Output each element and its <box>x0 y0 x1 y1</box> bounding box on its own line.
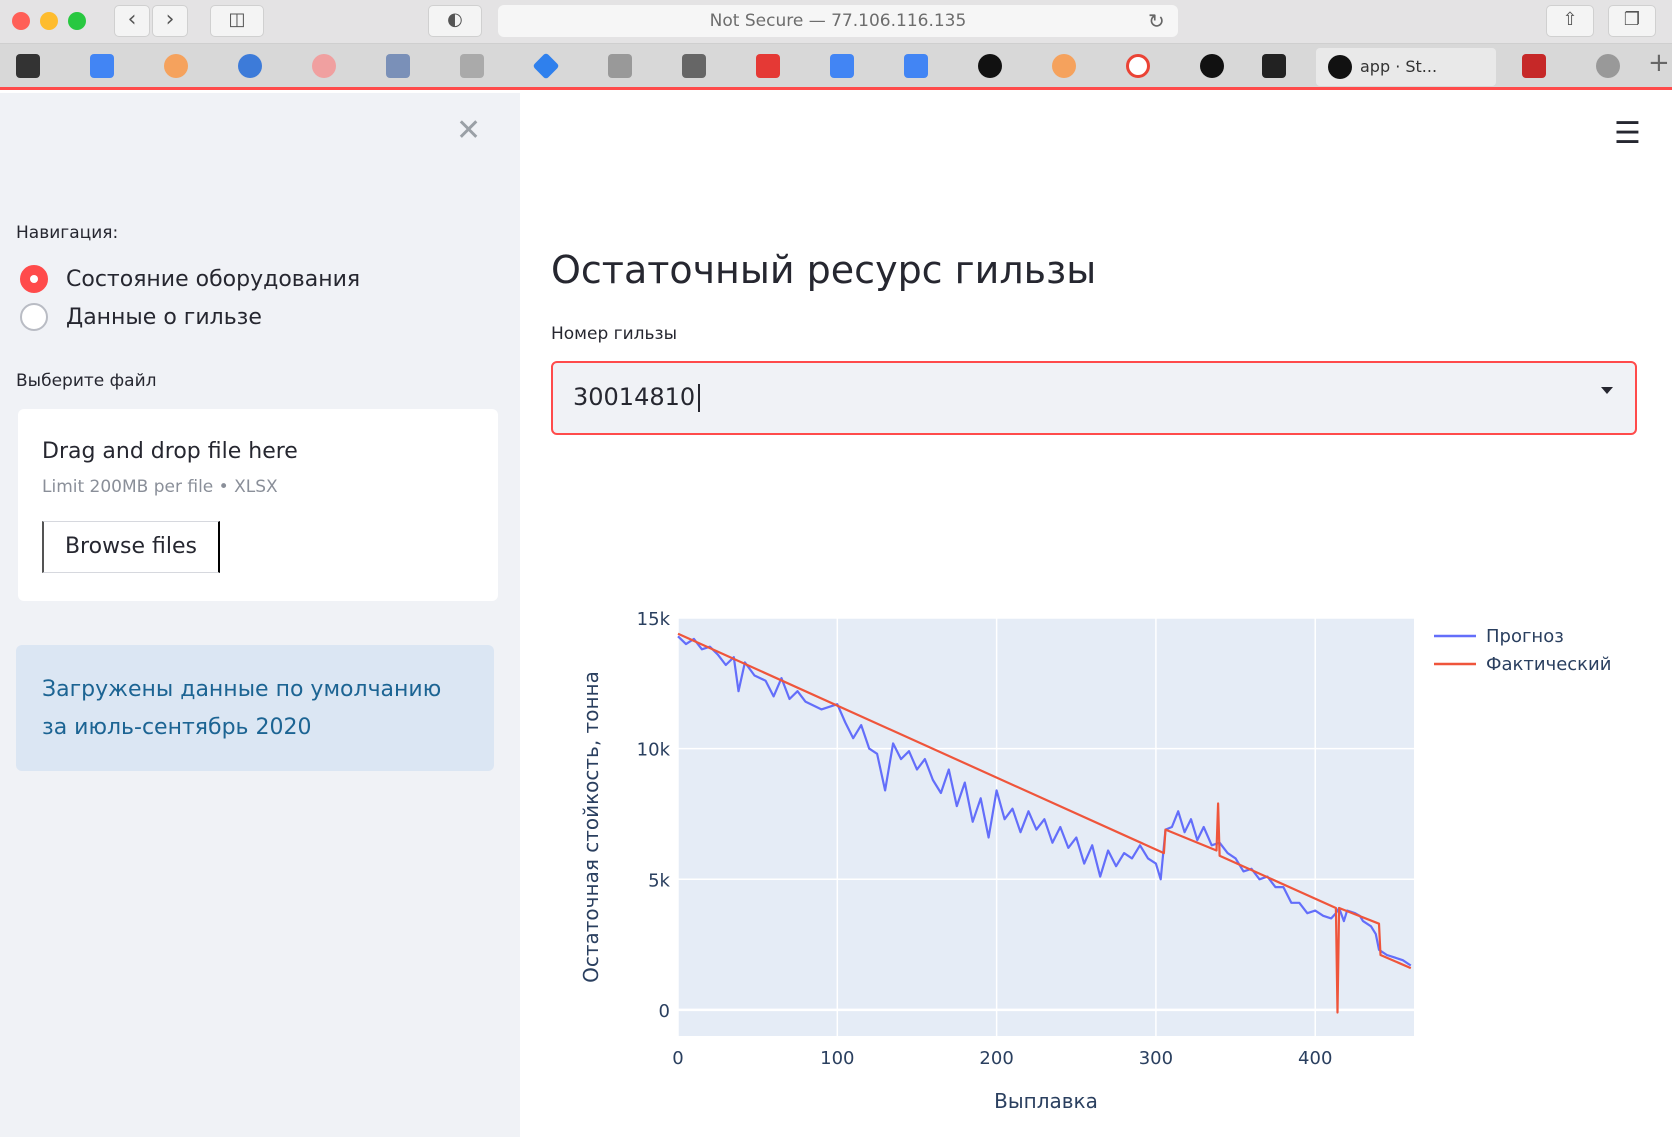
bookmark-icon[interactable] <box>386 54 410 78</box>
y-tick-label: 10k <box>637 740 671 761</box>
window-minimize-icon[interactable] <box>40 12 58 30</box>
chevron-down-icon[interactable] <box>1601 387 1613 394</box>
streamlit-icon <box>1328 55 1352 79</box>
bookmark-icon[interactable] <box>164 54 188 78</box>
dropzone-title: Drag and drop file here <box>42 439 298 464</box>
hamburger-menu-icon[interactable]: ☰ <box>1614 116 1641 151</box>
file-uploader-label: Выберите файл <box>16 371 157 391</box>
radio-unchecked-icon[interactable] <box>20 303 48 331</box>
active-tab[interactable]: app · St... <box>1316 48 1496 86</box>
x-tick-label: 0 <box>672 1048 683 1069</box>
bookmark-icon[interactable] <box>532 52 560 80</box>
address-bar[interactable]: Not Secure — 77.106.116.135 <box>498 5 1178 37</box>
new-tab-icon[interactable]: + <box>1648 48 1670 78</box>
legend[interactable]: Прогноз Фактический <box>1434 626 1611 675</box>
nav-option-equipment[interactable]: Состояние оборудования <box>20 263 360 295</box>
favorites-bar: app · St... + <box>0 44 1672 90</box>
bookmark-icon[interactable] <box>460 54 484 78</box>
reload-icon[interactable]: ↻ <box>1148 9 1165 33</box>
forward-button[interactable]: › <box>152 5 188 37</box>
share-button[interactable]: ⇧ <box>1546 5 1594 37</box>
bookmark-icon[interactable] <box>756 54 780 78</box>
x-tick-label: 200 <box>979 1048 1013 1069</box>
series-line <box>677 635 1412 967</box>
series-lines <box>677 632 1412 1014</box>
docs-icon[interactable] <box>90 54 114 78</box>
grid-lines <box>677 617 1414 1036</box>
browse-files-button[interactable]: Browse files <box>42 521 220 573</box>
legend-entry[interactable]: Фактический <box>1486 654 1611 675</box>
docs-icon[interactable] <box>830 54 854 78</box>
bookmark-icon[interactable] <box>1262 54 1286 78</box>
bookmark-icon[interactable] <box>312 54 336 78</box>
window-close-icon[interactable] <box>12 12 30 30</box>
shield-privacy-button[interactable]: ◐ <box>428 5 482 37</box>
gear-icon[interactable] <box>238 54 262 78</box>
sidebar-toggle-button[interactable]: ◫ <box>210 5 264 37</box>
google-icon[interactable] <box>1126 54 1150 78</box>
y-tick-label: 5k <box>648 870 670 891</box>
close-icon[interactable]: ✕ <box>456 113 482 148</box>
github-icon[interactable] <box>978 54 1002 78</box>
bookmark-icon[interactable] <box>1052 54 1076 78</box>
page-title: Остаточный ресурс гильзы <box>551 248 1097 292</box>
url-text: Not Secure — 77.106.116.135 <box>709 11 967 31</box>
y-tick-label: 15k <box>637 609 671 630</box>
info-alert: Загружены данные по умолчанию за июль-се… <box>16 645 494 771</box>
bookmark-icon[interactable] <box>608 54 632 78</box>
file-dropzone[interactable]: Drag and drop file here Limit 200MB per … <box>18 409 498 601</box>
back-button[interactable]: ‹ <box>114 5 150 37</box>
y-axis-label: Остаточная стойкость, тонна <box>579 671 603 983</box>
browser-toolbar: ‹ › ◫ ◐ Not Secure — 77.106.116.135 ↻ ⇧ … <box>0 0 1672 44</box>
residual-resource-chart: 0 5k 10k 15k 0 100 200 300 400 Прогноз Фактическ… <box>579 609 1611 1110</box>
apple-icon[interactable] <box>1596 54 1620 78</box>
dropzone-limit: Limit 200MB per file • XLSX <box>42 477 278 497</box>
x-axis-label: Выплавка <box>994 1089 1098 1110</box>
select-label: Номер гильзы <box>551 324 677 344</box>
y-tick-label: 0 <box>659 1001 670 1022</box>
tabs-overview-button[interactable]: ❐ <box>1608 5 1656 37</box>
nav-option-sleeve-data[interactable]: Данные о гильзе <box>20 301 262 333</box>
sidebar: ✕ Навигация: Состояние оборудования Данн… <box>0 93 520 1137</box>
x-tick-label: 400 <box>1298 1048 1332 1069</box>
bookmark-icon[interactable] <box>16 54 40 78</box>
series-line <box>677 632 1412 1014</box>
legend-entry[interactable]: Прогноз <box>1486 626 1564 647</box>
active-tab-label: app · St... <box>1360 57 1438 76</box>
nav-option-label: Состояние оборудования <box>66 266 361 292</box>
select-value[interactable]: 30014810 <box>573 383 700 412</box>
x-tick-label: 100 <box>820 1048 854 1069</box>
x-tick-label: 300 <box>1139 1048 1173 1069</box>
radio-checked-icon[interactable] <box>20 265 48 293</box>
nav-option-label: Данные о гильзе <box>66 304 262 330</box>
github-icon[interactable] <box>1200 54 1224 78</box>
docs-icon[interactable] <box>904 54 928 78</box>
x-axis-ticks: 0 100 200 300 400 <box>672 1048 1332 1069</box>
figma-icon[interactable] <box>1522 54 1546 78</box>
y-axis-ticks: 0 5k 10k 15k <box>637 609 671 1022</box>
navigation-label: Навигация: <box>16 223 119 243</box>
sleeve-number-select[interactable]: 30014810 <box>551 361 1637 435</box>
bookmark-icon[interactable] <box>682 54 706 78</box>
window-maximize-icon[interactable] <box>68 12 86 30</box>
